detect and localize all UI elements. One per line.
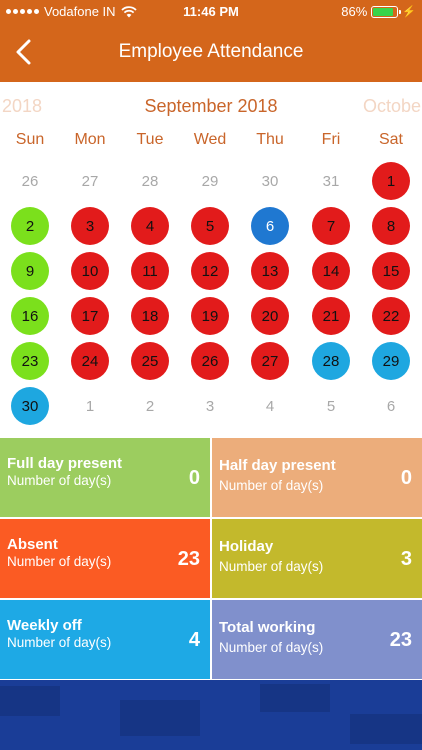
back-chevron-icon[interactable] bbox=[10, 36, 40, 68]
tile-value: 0 bbox=[188, 467, 200, 489]
calendar-day[interactable]: 23 bbox=[11, 342, 49, 380]
weekday-wed: Wed bbox=[193, 131, 227, 148]
prev-month[interactable]: t 2018 bbox=[0, 96, 43, 116]
calendar-day[interactable]: 20 bbox=[251, 297, 289, 335]
tile-sublabel: Number of day(s) bbox=[7, 554, 112, 569]
tile-sublabel: Number of day(s) bbox=[219, 640, 324, 655]
app-header: Vodafone IN 11:46 PM 86% ⚡ Employee Atte… bbox=[0, 0, 422, 82]
calendar-day[interactable]: 27 bbox=[251, 342, 289, 380]
weekday-mon: Mon bbox=[74, 131, 106, 148]
calendar-day[interactable]: 28 bbox=[312, 342, 350, 380]
calendar-day[interactable]: 24 bbox=[71, 342, 109, 380]
summary-tile-holiday: Holiday Number of day(s) 3 bbox=[212, 519, 422, 598]
weekday-sat: Sat bbox=[378, 131, 403, 148]
calendar-day[interactable]: 6 bbox=[251, 207, 289, 245]
calendar-day[interactable]: 26 bbox=[191, 342, 229, 380]
calendar-day[interactable]: 12 bbox=[191, 252, 229, 290]
current-month: September 2018 bbox=[144, 96, 278, 116]
calendar-day: 26 bbox=[21, 172, 39, 190]
calendar-day[interactable]: 9 bbox=[11, 252, 49, 290]
calendar-day: 28 bbox=[141, 172, 159, 190]
calendar-day[interactable]: 16 bbox=[11, 297, 49, 335]
calendar-day: 4 bbox=[265, 397, 275, 415]
summary-tile-half-day-present: Half day present Number of day(s) 0 bbox=[212, 438, 422, 517]
tile-sublabel: Number of day(s) bbox=[7, 635, 112, 650]
summary-tile-weekly-off: Weekly off Number of day(s) 4 bbox=[0, 600, 210, 679]
status-left: Vodafone IN bbox=[6, 4, 137, 19]
calendar-day: 2 bbox=[145, 397, 155, 415]
calendar-day[interactable]: 22 bbox=[372, 297, 410, 335]
calendar-day[interactable]: 29 bbox=[372, 342, 410, 380]
calendar-grid: 26 27 28 29 30 31 1 2 3 4 5 6 7 8 9 10 11 12 13 14 15 16 17 18 1… bbox=[0, 160, 422, 428]
calendar-day[interactable]: 15 bbox=[372, 252, 410, 290]
page-title: Employee Attendance bbox=[118, 41, 304, 62]
calendar-day[interactable]: 13 bbox=[251, 252, 289, 290]
tile-sublabel: Number of day(s) bbox=[219, 478, 324, 493]
calendar-day: 3 bbox=[205, 397, 215, 415]
calendar-day[interactable]: 4 bbox=[131, 207, 169, 245]
tile-value: 3 bbox=[400, 548, 412, 570]
calendar-day[interactable]: 2 bbox=[11, 207, 49, 245]
tile-label: Total working bbox=[219, 619, 316, 636]
battery-percent: 86% bbox=[341, 4, 368, 19]
calendar-day: 31 bbox=[322, 172, 340, 190]
calendar-day: 30 bbox=[261, 172, 279, 190]
status-bar: Vodafone IN 11:46 PM 86% ⚡ bbox=[0, 0, 422, 24]
calendar-day[interactable]: 5 bbox=[191, 207, 229, 245]
tile-label: Absent bbox=[7, 536, 58, 553]
wifi-icon bbox=[120, 5, 137, 17]
tile-value: 0 bbox=[400, 467, 412, 489]
calendar-day[interactable]: 21 bbox=[312, 297, 350, 335]
calendar-day[interactable]: 17 bbox=[71, 297, 109, 335]
summary-tile-full-day-present: Full day present Number of day(s) 0 bbox=[0, 438, 210, 517]
calendar-day[interactable]: 19 bbox=[191, 297, 229, 335]
weekday-sun: Sun bbox=[15, 131, 45, 148]
tile-sublabel: Number of day(s) bbox=[219, 559, 324, 574]
calendar-day[interactable]: 11 bbox=[131, 252, 169, 290]
month-selector: t 2018 September 2018 October bbox=[0, 82, 422, 128]
calendar-day[interactable]: 30 bbox=[11, 387, 49, 425]
status-right: 86% ⚡ bbox=[341, 4, 416, 19]
weekday-tue: Tue bbox=[136, 131, 164, 148]
tile-label: Full day present bbox=[7, 455, 123, 472]
weekday-header: Sun Mon Tue Wed Thu Fri Sat bbox=[0, 131, 422, 153]
calendar-day[interactable]: 25 bbox=[131, 342, 169, 380]
calendar-day[interactable]: 14 bbox=[312, 252, 350, 290]
tile-label: Holiday bbox=[219, 538, 274, 555]
summary-tile-absent: Absent Number of day(s) 23 bbox=[0, 519, 210, 598]
signal-icon bbox=[6, 9, 39, 14]
calendar-day: 1 bbox=[85, 397, 95, 415]
calendar-day[interactable]: 10 bbox=[71, 252, 109, 290]
calendar-day[interactable]: 3 bbox=[71, 207, 109, 245]
weekday-fri: Fri bbox=[321, 131, 341, 148]
nav-bar: Employee Attendance bbox=[0, 24, 422, 82]
tile-label: Half day present bbox=[219, 457, 336, 474]
charging-icon: ⚡ bbox=[402, 6, 416, 18]
status-time: 11:46 PM bbox=[183, 4, 239, 19]
calendar-day[interactable]: 1 bbox=[372, 162, 410, 200]
calendar-day[interactable]: 7 bbox=[312, 207, 350, 245]
tile-label: Weekly off bbox=[7, 617, 82, 634]
next-month[interactable]: October bbox=[363, 96, 422, 116]
footer-banner bbox=[0, 680, 422, 750]
calendar-day[interactable]: 8 bbox=[372, 207, 410, 245]
calendar-day: 6 bbox=[386, 397, 396, 415]
carrier-label: Vodafone IN bbox=[44, 4, 116, 19]
weekday-thu: Thu bbox=[256, 131, 284, 148]
tile-value: 23 bbox=[177, 548, 200, 570]
calendar-day: 5 bbox=[326, 397, 336, 415]
calendar-day: 29 bbox=[201, 172, 219, 190]
calendar-day[interactable]: 18 bbox=[131, 297, 169, 335]
battery-icon bbox=[371, 5, 402, 18]
summary-tile-total-working: Total working Number of day(s) 23 bbox=[212, 600, 422, 679]
tile-value: 23 bbox=[389, 629, 412, 651]
tile-value: 4 bbox=[188, 629, 200, 651]
tile-sublabel: Number of day(s) bbox=[7, 473, 112, 488]
calendar-day: 27 bbox=[81, 172, 99, 190]
